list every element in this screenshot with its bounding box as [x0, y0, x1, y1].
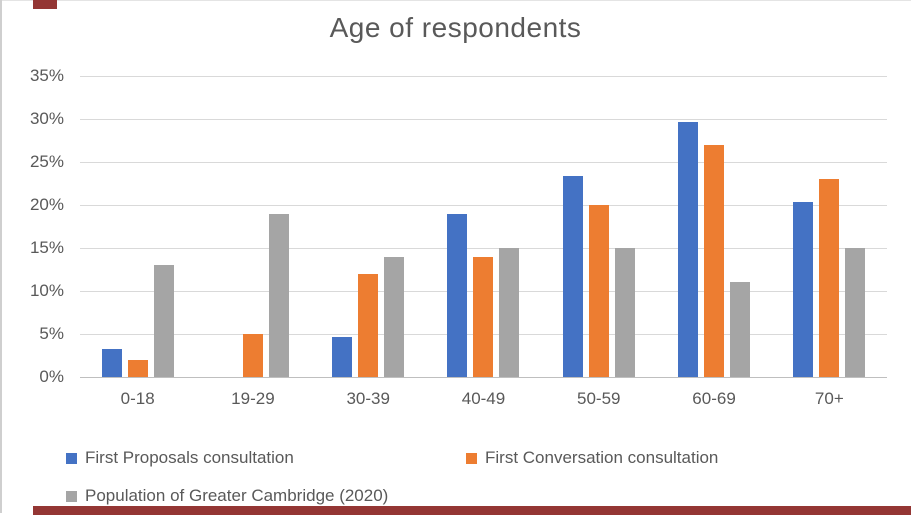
bar — [101, 349, 122, 377]
bar-group — [426, 76, 541, 377]
bar — [704, 144, 725, 377]
bar-group — [195, 76, 310, 377]
gridline — [80, 162, 887, 163]
bar-group — [541, 76, 656, 377]
bar — [499, 248, 520, 377]
y-axis-tick-label: 10% — [29, 281, 64, 300]
bar — [358, 273, 379, 377]
bar — [447, 214, 468, 377]
gridline — [80, 205, 887, 206]
y-axis-tick-label: 0% — [39, 367, 64, 386]
y-axis-tick-label: 30% — [29, 109, 64, 128]
bar — [678, 122, 699, 377]
legend-swatch-blue-icon — [66, 452, 77, 464]
panel-top-border — [0, 0, 911, 1]
bar — [730, 282, 751, 377]
legend-swatch-orange-icon — [466, 452, 477, 464]
plot-area — [80, 76, 887, 378]
x-axis-tick-label: 19-29 — [231, 389, 275, 408]
accent-strip — [33, 506, 911, 515]
x-axis-labels: 0-18 19-29 30-39 40-49 50-59 60-69 70+ — [80, 389, 887, 409]
x-axis-tick-label: 50-59 — [577, 389, 621, 408]
y-axis-tick-label: 25% — [29, 152, 64, 171]
legend-label: First Proposals consultation — [85, 448, 294, 467]
y-axis-tick-label: 5% — [39, 324, 64, 343]
bar — [845, 248, 866, 377]
x-axis-tick-label: 40-49 — [461, 389, 506, 408]
bar — [242, 334, 263, 377]
panel-left-border — [0, 0, 2, 513]
bar — [332, 336, 353, 377]
bar — [384, 256, 405, 377]
gridline — [80, 119, 887, 120]
bar-group — [656, 76, 771, 377]
bar — [588, 205, 609, 377]
legend-label: First Conversation consultation — [485, 448, 719, 467]
bar-group — [311, 76, 426, 377]
bar-group — [772, 76, 887, 377]
bar — [819, 179, 840, 377]
y-axis-tick-label: 15% — [29, 238, 64, 257]
legend-item-first-conversation: First Conversation consultation — [466, 448, 718, 468]
bar-groups — [80, 76, 887, 377]
bar — [473, 256, 494, 377]
y-axis-tick-label: 20% — [29, 195, 64, 214]
bar — [562, 175, 583, 377]
x-axis-tick-label: 0-18 — [120, 389, 155, 408]
x-axis-tick-label: 30-39 — [346, 389, 390, 408]
chart-title: Age of respondents — [329, 12, 582, 43]
bar — [614, 248, 635, 377]
y-axis-tick-label: 35% — [29, 66, 64, 85]
legend-label: Population of Greater Cambridge (2020) — [85, 486, 389, 505]
bar — [268, 213, 289, 377]
legend-item-population: Population of Greater Cambridge (2020) — [66, 486, 388, 506]
legend-item-first-proposals: First Proposals consultation — [66, 448, 294, 468]
x-axis-tick-label: 60-69 — [692, 389, 736, 408]
bar — [127, 359, 148, 377]
bar-group — [80, 76, 195, 377]
legend-swatch-gray-icon — [66, 490, 77, 502]
gridline — [80, 76, 887, 77]
y-axis-labels: 0% 5% 10% 15% 20% 25% 30% 35% — [0, 67, 64, 386]
gridline — [80, 248, 887, 249]
bar — [153, 265, 174, 377]
accent-chip — [33, 0, 57, 9]
bar — [793, 201, 814, 377]
x-axis-tick-label: 70+ — [814, 389, 844, 408]
